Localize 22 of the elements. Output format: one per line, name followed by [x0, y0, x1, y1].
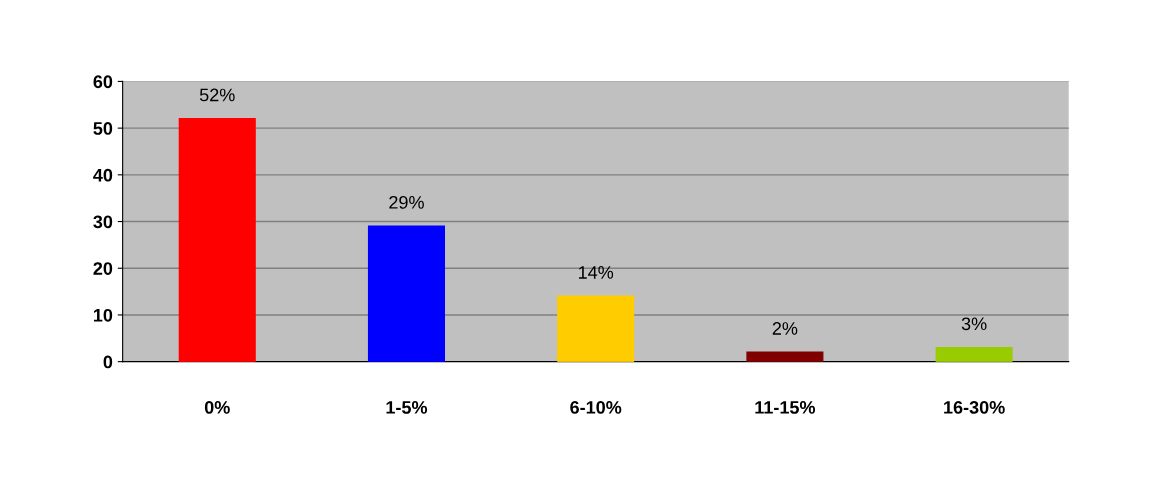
bar	[557, 295, 635, 362]
y-tick-label: 50	[93, 122, 113, 135]
data-label: 2%	[772, 322, 798, 335]
y-tick-label: 60	[93, 75, 113, 89]
bar	[367, 225, 446, 362]
x-tick-label: 0%	[204, 401, 230, 414]
bar	[178, 118, 256, 362]
bar	[746, 351, 824, 362]
x-tick-label: 6-10%	[570, 401, 622, 414]
data-label: 29%	[389, 195, 424, 209]
bar	[935, 346, 1013, 362]
x-tick-label: 16-30%	[944, 401, 1005, 414]
data-label: 52%	[199, 88, 235, 102]
x-tick-label: 11-15%	[755, 401, 816, 414]
y-tick-label: 10	[93, 308, 113, 322]
x-tick-label: 1-5%	[386, 401, 428, 414]
y-tick-label: 0	[103, 355, 113, 369]
y-tick-label: 30	[93, 215, 113, 229]
y-tick-label: 40	[93, 168, 113, 182]
data-label: 3%	[961, 317, 987, 331]
data-label: 14%	[578, 266, 614, 279]
y-tick-label: 20	[93, 262, 113, 275]
